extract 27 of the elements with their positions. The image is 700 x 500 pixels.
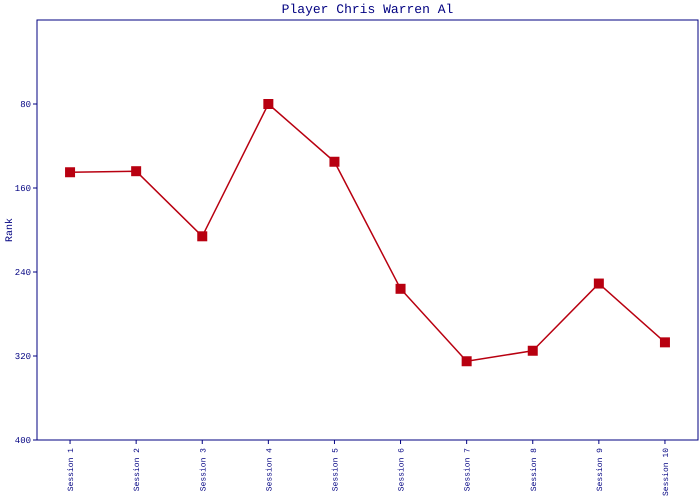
- point: [329, 156, 340, 167]
- y-tick-label: 80: [20, 100, 31, 110]
- x-tick-label: Session 5: [331, 448, 340, 492]
- y-axis-title: Rank: [4, 218, 16, 242]
- x-tick-label: Session 6: [398, 448, 407, 492]
- chart-title: Player Chris Warren Al: [282, 2, 454, 17]
- x-tick-label: Session 1: [67, 448, 76, 492]
- point: [263, 99, 274, 109]
- point: [65, 167, 76, 178]
- point: [462, 356, 472, 366]
- y-tick-label: 400: [14, 436, 31, 446]
- x-tick-label: Session 2: [133, 448, 142, 492]
- x-tick-label: Session 7: [464, 448, 473, 492]
- x-tick-label: Session 3: [199, 448, 208, 492]
- point: [594, 278, 604, 289]
- point: [660, 337, 670, 348]
- y-tick-label: 160: [14, 184, 31, 194]
- y-tick-label: 320: [14, 352, 31, 362]
- x-tick-label: Session 4: [265, 448, 274, 492]
- x-tick-label: Session 8: [530, 448, 539, 492]
- x-tick-label: Session 9: [596, 448, 605, 492]
- y-tick-label: 240: [14, 268, 31, 278]
- point: [197, 231, 208, 242]
- point: [528, 346, 538, 356]
- x-tick-label: Session 10: [662, 448, 671, 496]
- point: [396, 284, 406, 294]
- point: [131, 166, 142, 176]
